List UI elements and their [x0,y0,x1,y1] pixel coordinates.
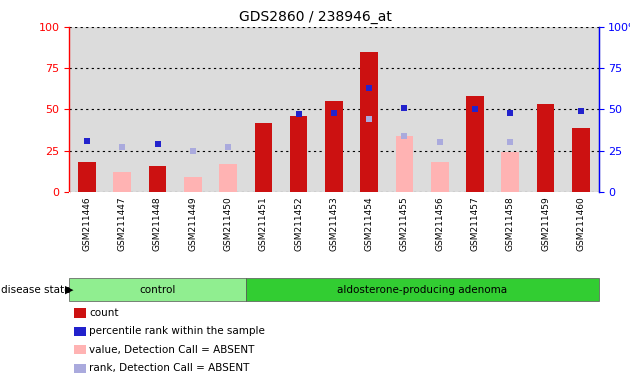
Bar [149,166,166,192]
Text: GSM211456: GSM211456 [435,196,444,251]
Text: value, Detection Call = ABSENT: value, Detection Call = ABSENT [89,345,255,355]
Text: GSM211455: GSM211455 [400,196,409,251]
Bar [219,164,237,192]
Text: GSM211454: GSM211454 [365,196,374,251]
Text: GSM211453: GSM211453 [329,196,338,251]
Bar [572,127,590,192]
Text: aldosterone-producing adenoma: aldosterone-producing adenoma [337,285,507,295]
Text: GSM211452: GSM211452 [294,196,303,251]
Bar [537,104,554,192]
Bar [255,122,272,192]
Text: disease state: disease state [1,285,70,295]
Text: GSM211448: GSM211448 [153,196,162,251]
Bar [69,278,246,301]
Bar [325,101,343,192]
Text: GSM211447: GSM211447 [118,196,127,251]
Bar [290,116,307,192]
Text: GSM211451: GSM211451 [259,196,268,251]
Text: ▶: ▶ [65,285,73,295]
Bar [501,152,519,192]
Bar [246,278,598,301]
Bar [431,162,449,192]
Text: GSM211459: GSM211459 [541,196,550,251]
Bar [396,136,413,192]
Bar [78,162,96,192]
Bar [360,52,378,192]
Bar [113,172,131,192]
Text: rank, Detection Call = ABSENT: rank, Detection Call = ABSENT [89,363,250,373]
Text: control: control [139,285,176,295]
Bar [184,177,202,192]
Text: count: count [89,308,119,318]
Text: GSM211446: GSM211446 [83,196,91,251]
Bar [466,96,484,192]
Text: GSM211458: GSM211458 [506,196,515,251]
Text: GSM211449: GSM211449 [188,196,197,251]
Text: GDS2860 / 238946_at: GDS2860 / 238946_at [239,10,391,23]
Text: GSM211450: GSM211450 [224,196,232,251]
Text: GSM211457: GSM211457 [471,196,479,251]
Text: percentile rank within the sample: percentile rank within the sample [89,326,265,336]
Text: GSM211460: GSM211460 [576,196,585,251]
